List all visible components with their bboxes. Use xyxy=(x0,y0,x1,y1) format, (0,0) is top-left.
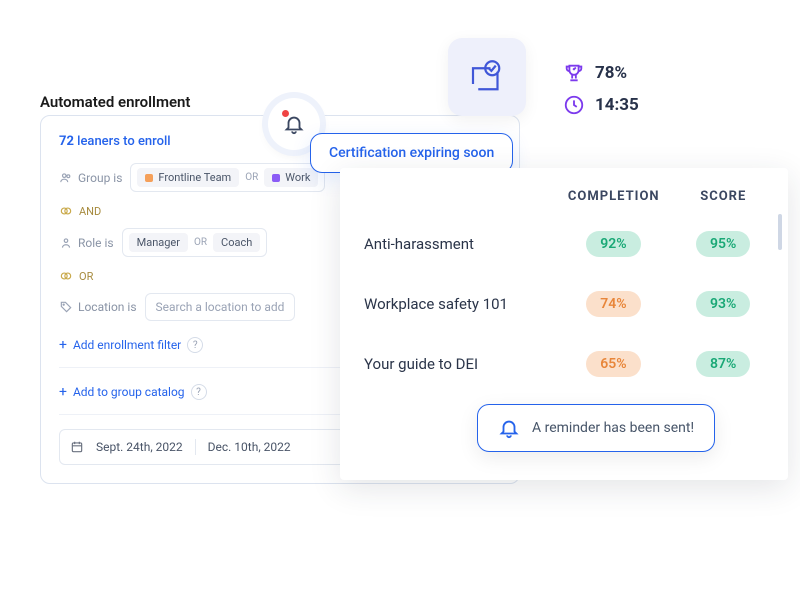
score-pill: 93% xyxy=(696,291,750,317)
location-search[interactable]: Search a location to add xyxy=(145,293,296,321)
chip-dot-orange xyxy=(145,174,153,182)
role-chips[interactable]: Manager OR Coach xyxy=(122,228,268,257)
score-pill: 87% xyxy=(696,351,750,377)
score-pill: 95% xyxy=(696,231,750,257)
stats-block: 78% 14:35 xyxy=(563,62,639,116)
stat-time: 14:35 xyxy=(563,94,639,116)
clipboard-check-icon xyxy=(466,56,508,98)
group-label: Group is xyxy=(59,171,122,185)
date-start: Sept. 24th, 2022 xyxy=(96,440,183,454)
report-row[interactable]: Anti-harassment 92% 95% xyxy=(364,214,778,274)
cert-expiring-pill[interactable]: Certification expiring soon xyxy=(310,133,513,173)
count-number: 72 xyxy=(59,134,74,149)
clock-icon xyxy=(563,94,585,116)
notification-dot xyxy=(282,110,289,117)
stat-completion: 78% xyxy=(563,62,639,84)
report-header: COMPLETION SCORE xyxy=(364,178,778,214)
tag-icon xyxy=(59,300,73,314)
enrollment-title: Automated enrollment xyxy=(40,93,190,111)
chip-manager[interactable]: Manager xyxy=(129,233,188,252)
link-icon xyxy=(59,269,73,283)
completion-pill: 74% xyxy=(586,291,640,317)
location-label: Location is xyxy=(59,300,137,314)
people-icon xyxy=(59,171,73,185)
help-icon[interactable]: ? xyxy=(191,384,207,400)
completion-pill: 65% xyxy=(586,351,640,377)
col-completion: COMPLETION xyxy=(559,189,669,204)
or-label: OR xyxy=(194,237,207,248)
bell-icon xyxy=(498,417,520,439)
chip-frontline[interactable]: Frontline Team xyxy=(137,168,239,187)
course-name: Your guide to DEI xyxy=(364,355,559,373)
scrollbar[interactable] xyxy=(778,214,782,250)
course-name: Workplace safety 101 xyxy=(364,295,559,313)
report-row[interactable]: Your guide to DEI 65% 87% xyxy=(364,334,778,394)
link-icon xyxy=(59,204,73,218)
toast-text: A reminder has been sent! xyxy=(532,420,694,436)
report-row[interactable]: Workplace safety 101 74% 93% xyxy=(364,274,778,334)
person-icon xyxy=(59,236,73,250)
role-label: Role is xyxy=(59,236,114,250)
course-name: Anti-harassment xyxy=(364,235,559,253)
chip-coach[interactable]: Coach xyxy=(213,233,260,252)
calendar-icon xyxy=(70,440,84,454)
plus-icon: + xyxy=(59,337,67,353)
help-icon[interactable]: ? xyxy=(187,337,203,353)
chip-work[interactable]: Work xyxy=(264,168,318,187)
reminder-toast: A reminder has been sent! xyxy=(477,404,715,452)
chip-dot-purple xyxy=(272,174,280,182)
col-score: SCORE xyxy=(669,189,779,204)
plus-icon: + xyxy=(59,384,67,400)
clipboard-tile[interactable] xyxy=(448,38,526,116)
count-label: leaners to enroll xyxy=(77,134,170,149)
completion-pill: 92% xyxy=(586,231,640,257)
trophy-icon xyxy=(563,62,585,84)
date-end: Dec. 10th, 2022 xyxy=(208,440,291,454)
group-chips[interactable]: Frontline Team OR Work xyxy=(130,163,325,192)
or-label: OR xyxy=(245,172,258,183)
